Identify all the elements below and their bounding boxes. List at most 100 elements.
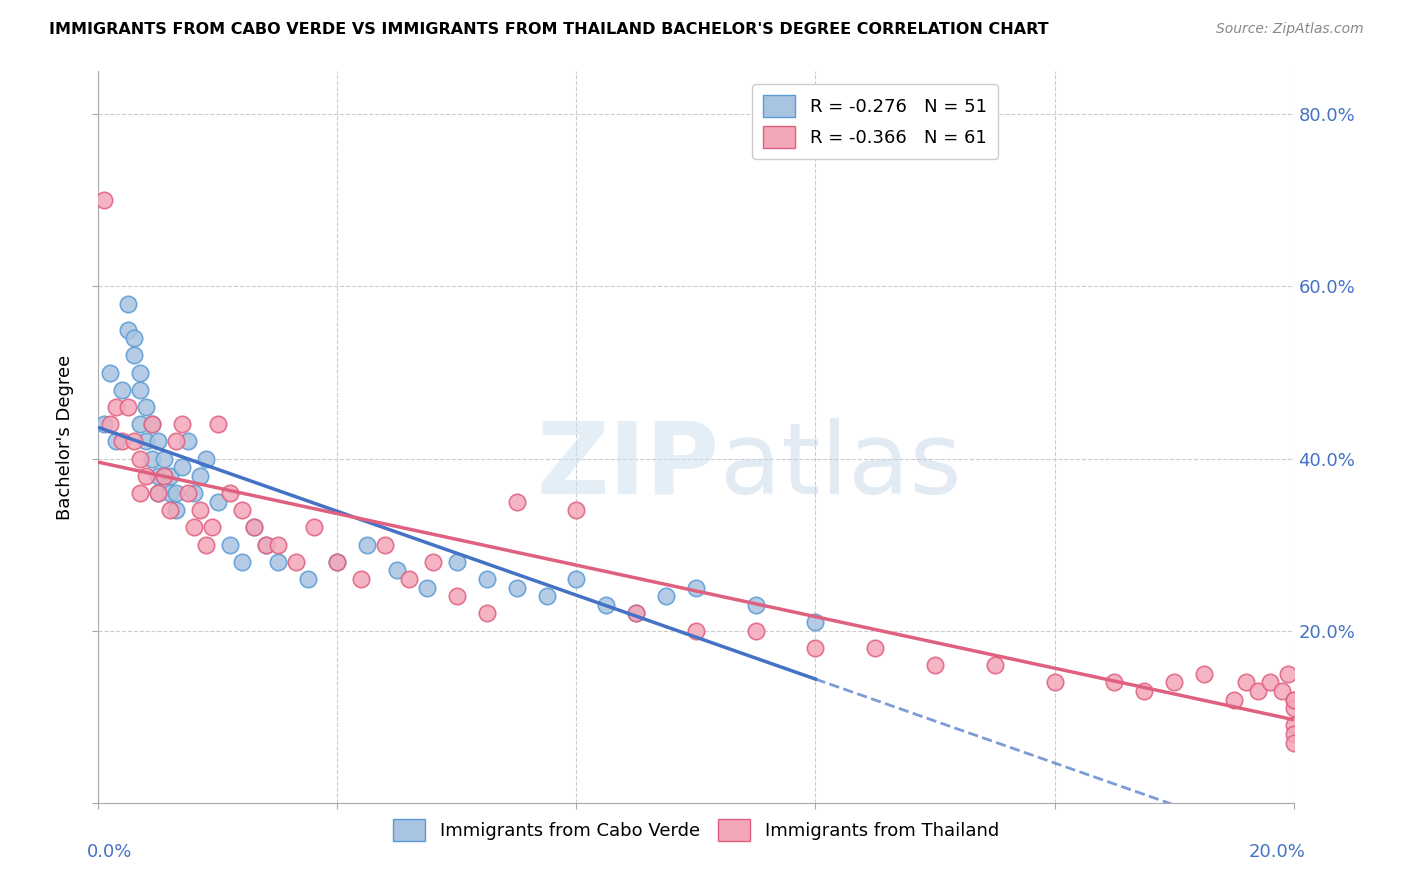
Point (153, 468, 176, 483)
Point (172, 417, 194, 432)
Point (506, 494, 529, 508)
Point (219, 538, 242, 552)
Point (865, 640, 887, 655)
Point (1282, 718, 1305, 732)
Point (183, 520, 205, 534)
Point (148, 486, 170, 500)
Point (98, 417, 122, 432)
Point (195, 538, 218, 552)
Point (297, 572, 319, 586)
Point (159, 468, 181, 483)
Point (356, 538, 378, 552)
Point (129, 486, 152, 500)
Point (326, 555, 349, 569)
Point (446, 555, 468, 569)
Point (475, 607, 498, 621)
Point (105, 400, 128, 414)
Point (129, 383, 152, 397)
Point (195, 451, 218, 466)
Point (129, 366, 152, 380)
Point (1043, 675, 1066, 690)
Point (135, 434, 157, 449)
Point (1282, 692, 1305, 706)
Point (1282, 735, 1305, 749)
Text: atlas: atlas (720, 417, 962, 515)
Point (506, 581, 529, 595)
Point (165, 486, 187, 500)
Point (1192, 666, 1215, 681)
Point (446, 589, 468, 603)
Point (93, 194, 115, 208)
Point (141, 451, 163, 466)
Point (804, 640, 827, 655)
Point (1282, 701, 1305, 715)
Point (231, 503, 253, 517)
Point (159, 503, 181, 517)
Point (165, 503, 187, 517)
Point (398, 572, 420, 586)
Point (685, 624, 707, 638)
Point (153, 451, 176, 466)
Point (135, 468, 157, 483)
Point (117, 296, 139, 310)
Point (141, 417, 163, 432)
Point (172, 460, 194, 475)
Point (207, 494, 229, 508)
Point (350, 572, 373, 586)
Point (219, 486, 242, 500)
Point (254, 538, 277, 552)
Point (124, 348, 146, 362)
Point (267, 555, 290, 569)
Point (129, 417, 152, 432)
Text: Source: ZipAtlas.com: Source: ZipAtlas.com (1216, 22, 1364, 37)
Point (1223, 692, 1246, 706)
Point (1271, 684, 1294, 698)
Point (984, 658, 1007, 673)
Point (416, 581, 439, 595)
Point (177, 434, 200, 449)
Point (284, 555, 307, 569)
Point (124, 434, 146, 449)
Point (188, 503, 211, 517)
Point (745, 624, 768, 638)
Point (159, 486, 181, 500)
Point (326, 555, 349, 569)
Point (148, 486, 170, 500)
Y-axis label: Bachelor's Degree: Bachelor's Degree (56, 354, 75, 520)
Text: IMMIGRANTS FROM CABO VERDE VS IMMIGRANTS FROM THAILAND BACHELOR'S DEGREE CORRELA: IMMIGRANTS FROM CABO VERDE VS IMMIGRANTS… (49, 22, 1049, 37)
Point (1282, 692, 1305, 706)
Point (302, 520, 325, 534)
Point (141, 417, 163, 432)
Point (117, 400, 139, 414)
Point (1282, 727, 1305, 741)
Point (243, 520, 266, 534)
Point (374, 538, 396, 552)
Point (183, 486, 205, 500)
Point (135, 400, 157, 414)
Text: ZIP: ZIP (537, 417, 720, 515)
Point (536, 589, 558, 603)
Point (1163, 675, 1185, 690)
Point (153, 468, 176, 483)
Point (207, 417, 229, 432)
Point (422, 555, 444, 569)
Point (565, 503, 588, 517)
Point (148, 434, 170, 449)
Legend: Immigrants from Cabo Verde, Immigrants from Thailand: Immigrants from Cabo Verde, Immigrants f… (385, 812, 1007, 848)
Point (188, 468, 211, 483)
Point (626, 607, 648, 621)
Point (1247, 684, 1270, 698)
Point (254, 538, 277, 552)
Point (1258, 675, 1281, 690)
Text: 20.0%: 20.0% (1249, 843, 1306, 861)
Point (267, 538, 290, 552)
Text: 0.0%: 0.0% (87, 843, 132, 861)
Point (177, 486, 200, 500)
Point (804, 615, 827, 629)
Point (201, 520, 224, 534)
Point (685, 581, 707, 595)
Point (626, 607, 648, 621)
Point (243, 520, 266, 534)
Point (111, 383, 134, 397)
Point (93, 417, 115, 432)
